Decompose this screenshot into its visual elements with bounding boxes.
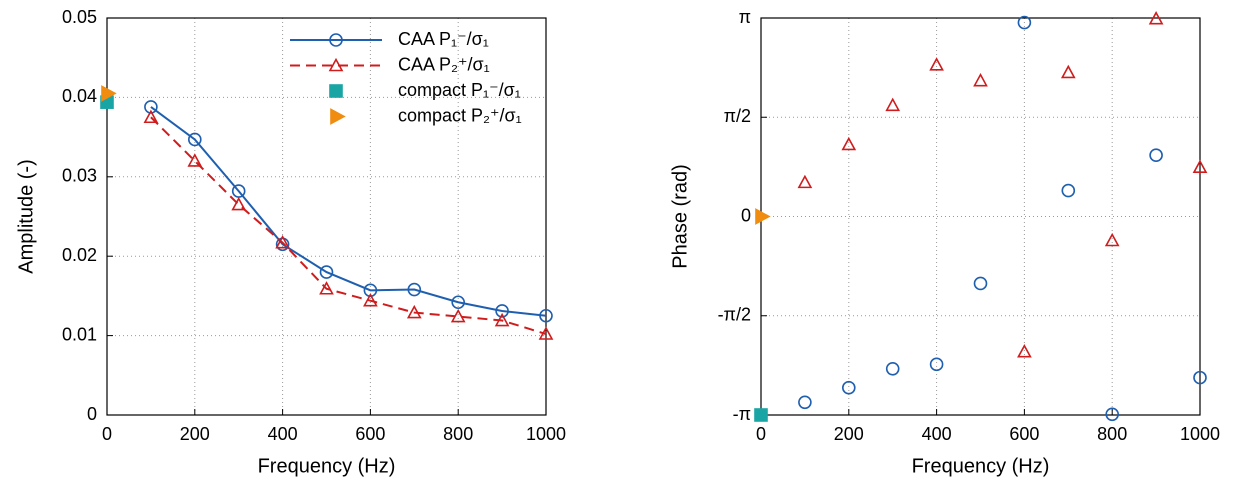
y-tick-label: 0.01 (62, 324, 97, 344)
marker (929, 57, 944, 71)
plot-frame (760, 17, 1201, 416)
marker (1017, 344, 1032, 358)
marker (363, 292, 378, 307)
marker (885, 361, 900, 376)
marker (841, 136, 857, 151)
x-tick-label: 200 (180, 424, 210, 444)
marker (798, 395, 812, 410)
x-tick-label: 800 (443, 424, 473, 444)
y-axis-label: Amplitude (-) (15, 159, 37, 273)
marker (188, 132, 202, 147)
marker (841, 380, 856, 395)
marker (539, 308, 553, 323)
marker (1105, 407, 1119, 422)
marker (973, 276, 988, 291)
marker (755, 208, 771, 225)
y-tick-label: 0 (87, 404, 97, 424)
marker (1061, 183, 1076, 198)
x-tick-label: 400 (922, 424, 952, 444)
marker (319, 281, 334, 295)
marker (275, 235, 290, 249)
plot-frame (106, 17, 547, 416)
marker (538, 326, 554, 340)
legend-label: CAA P₂⁺/σ₁ (398, 54, 490, 74)
y-tick-label: π (739, 7, 751, 27)
marker (1149, 148, 1163, 163)
x-tick-label: 600 (1009, 424, 1039, 444)
legend-label: CAA P₁⁻/σ₁ (398, 29, 489, 49)
marker (885, 97, 901, 112)
marker (1148, 11, 1164, 25)
x-tick-label: 0 (102, 424, 112, 444)
marker (451, 295, 466, 310)
marker (450, 308, 466, 323)
marker (144, 100, 158, 114)
marker (929, 357, 944, 372)
x-tick-label: 1000 (1180, 424, 1220, 444)
y-tick-label: 0.04 (62, 86, 97, 106)
marker (1193, 370, 1207, 385)
x-tick-label: 0 (756, 424, 766, 444)
marker (1017, 15, 1032, 30)
marker (329, 84, 343, 98)
y-tick-label: 0 (741, 205, 751, 225)
marker (495, 304, 509, 318)
y-tick-label: 0.05 (62, 7, 97, 27)
marker (329, 33, 343, 47)
marker (754, 408, 768, 422)
marker (143, 109, 159, 124)
marker (319, 265, 334, 279)
series-line (150, 116, 547, 335)
x-tick-label: 600 (355, 424, 385, 444)
marker (1060, 64, 1076, 79)
marker (973, 72, 988, 87)
y-axis-label: Phase (rad) (669, 164, 691, 269)
marker (494, 312, 510, 327)
y-tick-label: 0.02 (62, 245, 97, 265)
x-tick-label: 400 (268, 424, 298, 444)
marker (406, 304, 422, 319)
y-tick-label: -π (733, 404, 751, 424)
y-tick-label: 0.03 (62, 166, 97, 186)
series-line (150, 106, 547, 317)
marker (407, 282, 422, 297)
marker (1192, 159, 1208, 174)
marker (797, 174, 813, 189)
marker (330, 108, 346, 125)
marker (101, 85, 117, 102)
y-tick-label: -π/2 (718, 305, 751, 325)
y-tick-label: π/2 (724, 106, 751, 126)
marker (363, 283, 378, 298)
x-tick-label: 200 (834, 424, 864, 444)
legend-label: compact P₂⁺/σ₁ (398, 105, 522, 125)
x-axis-label: Frequency (Hz) (912, 455, 1050, 477)
marker (328, 57, 344, 72)
x-tick-label: 800 (1097, 424, 1127, 444)
marker (231, 196, 247, 211)
x-tick-label: 1000 (526, 424, 566, 444)
legend-label: compact P₁⁻/σ₁ (398, 80, 521, 100)
x-axis-label: Frequency (Hz) (258, 455, 396, 477)
marker (187, 153, 203, 167)
marker (1104, 232, 1120, 247)
